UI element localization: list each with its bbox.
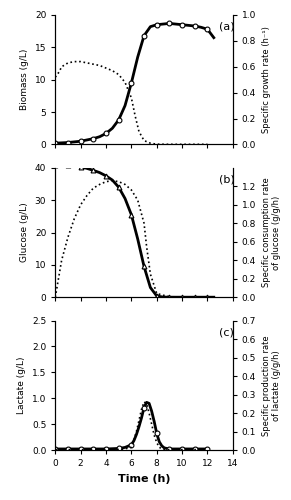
Text: (c): (c) [219, 327, 233, 337]
Y-axis label: Lactate (g/L): Lactate (g/L) [17, 356, 26, 414]
Text: (b): (b) [219, 174, 234, 184]
X-axis label: Time (h): Time (h) [118, 474, 170, 484]
Y-axis label: Specific production rate
of lactate (g/g/h): Specific production rate of lactate (g/g… [262, 335, 281, 436]
Y-axis label: Specific consumption rate
of glucose (g/g/h): Specific consumption rate of glucose (g/… [262, 178, 281, 288]
Y-axis label: Specific growth rate (h⁻¹): Specific growth rate (h⁻¹) [262, 26, 271, 133]
Text: (a): (a) [219, 22, 234, 32]
Y-axis label: Biomass (g/L): Biomass (g/L) [20, 49, 29, 110]
Y-axis label: Glucose (g/L): Glucose (g/L) [20, 202, 29, 262]
